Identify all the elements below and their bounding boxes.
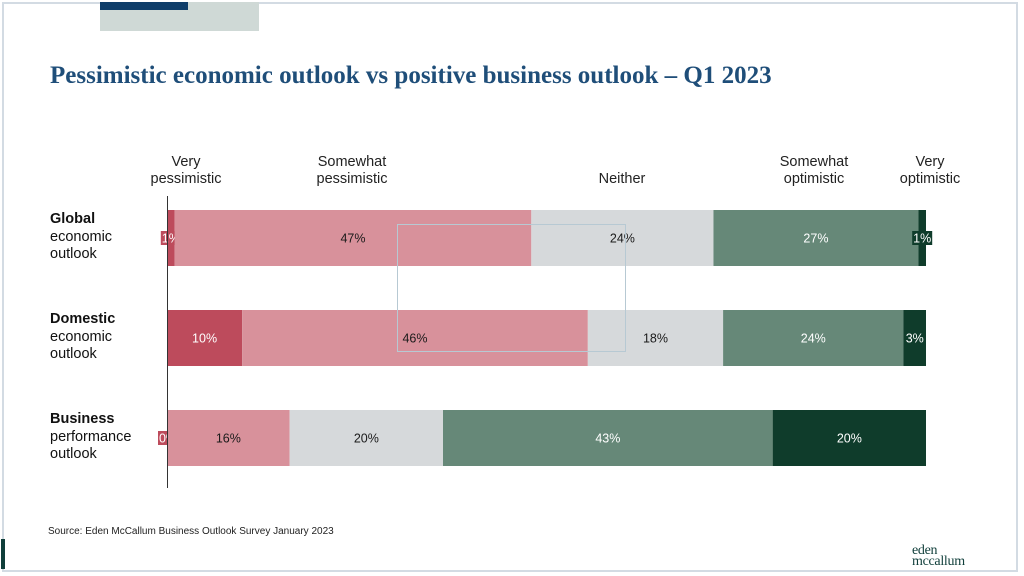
slide-title: Pessimistic economic outlook vs positive…: [50, 62, 772, 89]
source-note: Source: Eden McCallum Business Outlook S…: [48, 526, 334, 537]
row-label-line: outlook: [50, 346, 97, 362]
row-label-bold: Global: [50, 211, 96, 227]
legend-line: Somewhat: [779, 154, 849, 170]
data-label: 43%: [595, 432, 620, 446]
data-label: 1%: [913, 232, 931, 246]
logo-line-1: eden: [912, 543, 938, 558]
data-label: 20%: [354, 432, 379, 446]
data-label: 3%: [906, 332, 924, 346]
bar-segment: [531, 210, 714, 266]
data-label: 27%: [803, 232, 828, 246]
bar-segment: [723, 310, 904, 366]
bar-segment: [242, 310, 588, 366]
legend-line: Somewhat: [317, 154, 387, 170]
data-label: 20%: [837, 432, 862, 446]
legend-line: pessimistic: [150, 171, 222, 187]
legend-very-optimistic: Very optimistic: [900, 154, 960, 188]
bar-segment: [174, 210, 532, 266]
row-label-domestic: Domestic economic outlook: [50, 311, 115, 364]
legend-line: pessimistic: [316, 171, 388, 187]
bar-segment: [903, 310, 926, 366]
row-label-bold: Business: [50, 411, 115, 427]
legend-line: Neither: [598, 171, 646, 187]
row-label-line: economic: [50, 328, 113, 345]
data-label: 18%: [643, 332, 668, 346]
data-label: 24%: [801, 332, 826, 346]
data-label: 46%: [402, 332, 427, 346]
legend-somewhat-pessimistic: Somewhat pessimistic: [317, 154, 388, 188]
bar-segment: [167, 310, 243, 366]
data-label-background: [912, 231, 933, 245]
bar-segment: [289, 410, 443, 466]
logo-line-2: mccallum: [912, 554, 965, 569]
row-label-bold: Domestic: [50, 311, 116, 327]
zero-axis-line: [167, 196, 168, 488]
header-accent-navy: [100, 2, 188, 10]
data-label: 10%: [192, 332, 217, 346]
bar-segment: [713, 210, 919, 266]
bar-segment: [772, 410, 926, 466]
legend-line: optimistic: [783, 171, 845, 187]
row-label-line: performance: [50, 428, 132, 445]
bar-segment: [167, 410, 290, 466]
legend-line: Very: [915, 154, 945, 170]
row-label-line: economic: [50, 228, 113, 245]
data-label: 16%: [216, 432, 241, 446]
row-label-line: outlook: [50, 246, 97, 262]
data-label: 47%: [340, 232, 365, 246]
bar-segment: [443, 410, 773, 466]
row-label-business: Business performance outlook: [50, 411, 131, 464]
legend-line: Very: [171, 154, 201, 170]
legend-line: optimistic: [899, 171, 961, 187]
data-label: 24%: [610, 232, 635, 246]
footer-accent-bar: [1, 539, 5, 569]
legend-somewhat-optimistic: Somewhat optimistic: [780, 154, 849, 188]
bar-segment: [587, 310, 724, 366]
row-label-line: outlook: [50, 446, 97, 462]
brand-logo: eden mccallum: [912, 543, 965, 569]
row-label-global: Global economic outlook: [50, 211, 112, 264]
legend-very-pessimistic: Very pessimistic: [151, 154, 222, 188]
legend-neither: Neither: [599, 171, 646, 188]
